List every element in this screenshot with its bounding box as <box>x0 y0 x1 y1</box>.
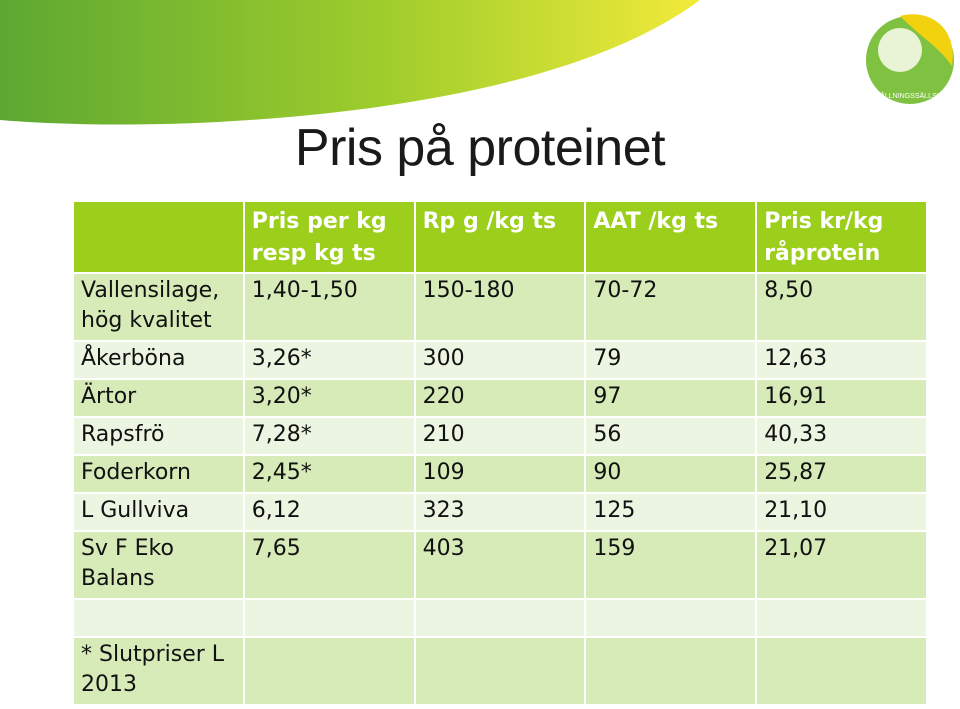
table-cell: 220 <box>413 378 587 418</box>
table-cell <box>584 598 758 638</box>
table-cell <box>242 636 416 706</box>
table-cell: 1,40-1,50 <box>242 272 416 342</box>
table-cell: 56 <box>584 416 758 456</box>
table-cell: 150-180 <box>413 272 587 342</box>
row-label: Åkerböna <box>72 340 245 380</box>
table-cell: 7,65 <box>242 530 416 600</box>
table-row: L Gullviva 6,12 323 125 21,10 <box>72 492 928 532</box>
row-label: Sv F Eko Balans <box>72 530 245 600</box>
page-title: Pris på proteinet <box>294 119 666 177</box>
table-cell <box>413 636 587 706</box>
footnote: * Slutpriser L 2013 <box>72 636 245 706</box>
row-label: Foderkorn <box>72 454 245 494</box>
header-cell: Pris per kg resp kg ts <box>242 200 416 274</box>
table-row: Rapsfrö 7,28* 210 56 40,33 <box>72 416 928 456</box>
row-label <box>72 598 245 638</box>
table-cell: 3,26* <box>242 340 416 380</box>
table-cell: 25,87 <box>755 454 928 494</box>
table-row: Åkerböna 3,26* 300 79 12,63 <box>72 340 928 380</box>
table-cell: 2,45* <box>242 454 416 494</box>
table-cell: 16,91 <box>755 378 928 418</box>
table-cell: 403 <box>413 530 587 600</box>
table-row: * Slutpriser L 2013 <box>72 636 928 706</box>
row-label: Vallensilage, hög kvalitet <box>72 272 245 342</box>
table-cell <box>413 598 587 638</box>
leaf-logo-icon: HUSHÅLLNINGSSÄLLSKAPET <box>860 14 960 104</box>
table-header-row: Pris per kg resp kg ts Rp g /kg ts AAT /… <box>72 200 928 274</box>
row-label: Ärtor <box>72 378 245 418</box>
row-label: L Gullviva <box>72 492 245 532</box>
table-cell: 90 <box>584 454 758 494</box>
table-cell: 8,50 <box>755 272 928 342</box>
header-cell: Rp g /kg ts <box>413 200 587 274</box>
header-cell: AAT /kg ts <box>584 200 758 274</box>
table-row: Vallensilage, hög kvalitet 1,40-1,50 150… <box>72 272 928 342</box>
table-cell: 12,63 <box>755 340 928 380</box>
table-cell: 159 <box>584 530 758 600</box>
table-cell: 7,28* <box>242 416 416 456</box>
table-cell: 6,12 <box>242 492 416 532</box>
table-cell <box>755 598 928 638</box>
table-cell: 21,07 <box>755 530 928 600</box>
header-cell <box>72 200 245 274</box>
table-cell: 210 <box>413 416 587 456</box>
table-cell: 40,33 <box>755 416 928 456</box>
table-cell: 70-72 <box>584 272 758 342</box>
price-table: Pris per kg resp kg ts Rp g /kg ts AAT /… <box>72 200 928 706</box>
table-cell: 97 <box>584 378 758 418</box>
row-label: Rapsfrö <box>72 416 245 456</box>
table-cell: 3,20* <box>242 378 416 418</box>
table-row: Foderkorn 2,45* 109 90 25,87 <box>72 454 928 494</box>
table-row <box>72 598 928 638</box>
table-cell: 300 <box>413 340 587 380</box>
table-cell <box>584 636 758 706</box>
table-row: Ärtor 3,20* 220 97 16,91 <box>72 378 928 418</box>
table-cell: 125 <box>584 492 758 532</box>
logo-text: HUSHÅLLNINGSSÄLLSKAPET <box>860 91 960 100</box>
table-cell: 21,10 <box>755 492 928 532</box>
table-cell <box>242 598 416 638</box>
header-swoosh <box>0 0 700 125</box>
header-cell: Pris kr/kg råprotein <box>755 200 928 274</box>
table-cell: 109 <box>413 454 587 494</box>
table-cell: 79 <box>584 340 758 380</box>
table-cell <box>755 636 928 706</box>
table-cell: 323 <box>413 492 587 532</box>
table-row: Sv F Eko Balans 7,65 403 159 21,07 <box>72 530 928 600</box>
